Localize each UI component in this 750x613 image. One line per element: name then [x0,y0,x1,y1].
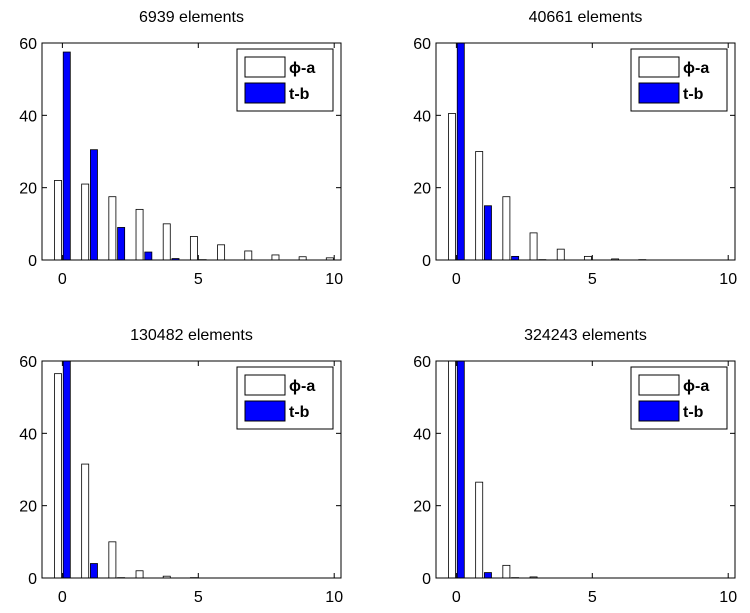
bar-phi-a [81,183,90,261]
legend-swatch-phi-a [244,56,286,78]
chart-panel-3: 130482 elements 0 20 40 60 0 5 10 ϕ-a t-b [19,327,343,606]
x-tick-label: 5 [194,271,203,288]
bar-phi-a [135,208,144,261]
panel-title: 324243 elements [524,327,647,344]
bar-t-b [62,51,71,261]
bar-phi-a [54,373,62,579]
bar-t-b [456,360,465,579]
legend-swatch-phi-a [638,56,680,78]
legend-label-t-b: t-b [683,86,704,103]
bar-phi-a [271,254,280,261]
bar-phi-a [81,463,90,579]
bar-group [54,51,334,261]
legend: ϕ-a t-b [236,366,334,430]
legend: ϕ-a t-b [630,48,728,112]
bar-t-b [62,360,71,579]
x-tick-label: 0 [452,271,461,288]
panel-title: 130482 elements [130,327,253,344]
x-tick-label: 5 [588,589,597,606]
bar-phi-a [583,255,592,261]
x-tick-label: 10 [719,271,737,288]
y-tick-label: 40 [413,108,431,125]
bar-phi-a [556,248,565,261]
legend: ϕ-a t-b [630,366,728,430]
y-tick-label: 60 [413,36,431,53]
plot-frame [41,42,342,261]
bar-t-b [144,251,153,261]
bar-phi-a [189,236,198,261]
panel-title: 40661 elements [529,9,643,26]
legend-label-phi-a: ϕ-a [683,60,709,77]
bar-t-b [90,563,98,579]
y-tick-label: 60 [19,354,37,371]
bar-t-b [484,205,492,261]
chart-panel-2: 40661 elements 0 20 40 60 0 5 10 ϕ-a t-b [413,9,737,288]
x-tick-label: 0 [58,589,67,606]
y-tick-label: 20 [19,181,37,198]
bar-t-b [484,572,492,579]
chart-panel-4: 324243 elements 0 20 40 60 0 5 10 ϕ-a t-b [413,327,737,606]
legend-label-t-b: t-b [289,404,310,421]
bar-phi-a [502,564,511,579]
legend-swatch-phi-a [244,374,286,396]
y-tick-label: 40 [19,426,37,443]
bar-phi-a [448,113,456,261]
bar-group [54,360,198,579]
legend-swatch-t-b [638,82,680,104]
legend-label-phi-a: ϕ-a [683,378,709,395]
legend-label-t-b: t-b [683,404,704,421]
y-tick-label: 0 [28,571,37,588]
bar-phi-a [135,570,144,579]
y-tick-label: 0 [422,253,431,270]
legend-swatch-t-b [638,400,680,422]
bar-phi-a [502,196,511,261]
y-tick-label: 40 [19,108,37,125]
bar-t-b [117,227,126,261]
bar-phi-a [217,244,226,261]
y-tick-label: 40 [413,426,431,443]
y-tick-label: 20 [413,499,431,516]
bar-t-b [90,149,98,261]
bar-group [448,42,647,261]
legend-label-phi-a: ϕ-a [289,60,315,77]
bar-phi-a [162,223,171,261]
bar-t-b [456,42,465,261]
chart-panel-1: 6939 elements 0 20 40 60 0 5 10 ϕ-a t-b [19,9,343,288]
legend-swatch-t-b [244,400,286,422]
x-tick-label: 0 [58,271,67,288]
x-tick-label: 10 [325,589,343,606]
plot-frame [41,360,342,579]
y-tick-label: 20 [19,499,37,516]
x-tick-label: 5 [194,589,203,606]
x-tick-label: 5 [588,271,597,288]
bar-phi-a [529,232,538,261]
bar-t-b [511,255,520,261]
x-tick-label: 0 [452,589,461,606]
bar-phi-a [475,481,484,579]
plot-frame [435,42,736,261]
y-tick-label: 0 [422,571,431,588]
bar-phi-a [448,360,456,579]
bar-phi-a [54,180,62,261]
y-tick-label: 20 [413,181,431,198]
bar-phi-a [108,196,117,261]
legend-swatch-t-b [244,82,286,104]
panel-title: 6939 elements [139,9,244,26]
bar-group [448,360,538,579]
y-tick-label: 0 [28,253,37,270]
plot-frame [435,360,736,579]
legend-label-t-b: t-b [289,86,310,103]
bar-phi-a [475,151,484,261]
y-tick-label: 60 [413,354,431,371]
y-tick-label: 60 [19,36,37,53]
bar-phi-a [244,250,253,261]
bar-phi-a [108,541,117,579]
legend-swatch-phi-a [638,374,680,396]
x-tick-label: 10 [325,271,343,288]
legend: ϕ-a t-b [236,48,334,112]
x-tick-label: 10 [719,589,737,606]
legend-label-phi-a: ϕ-a [289,378,315,395]
